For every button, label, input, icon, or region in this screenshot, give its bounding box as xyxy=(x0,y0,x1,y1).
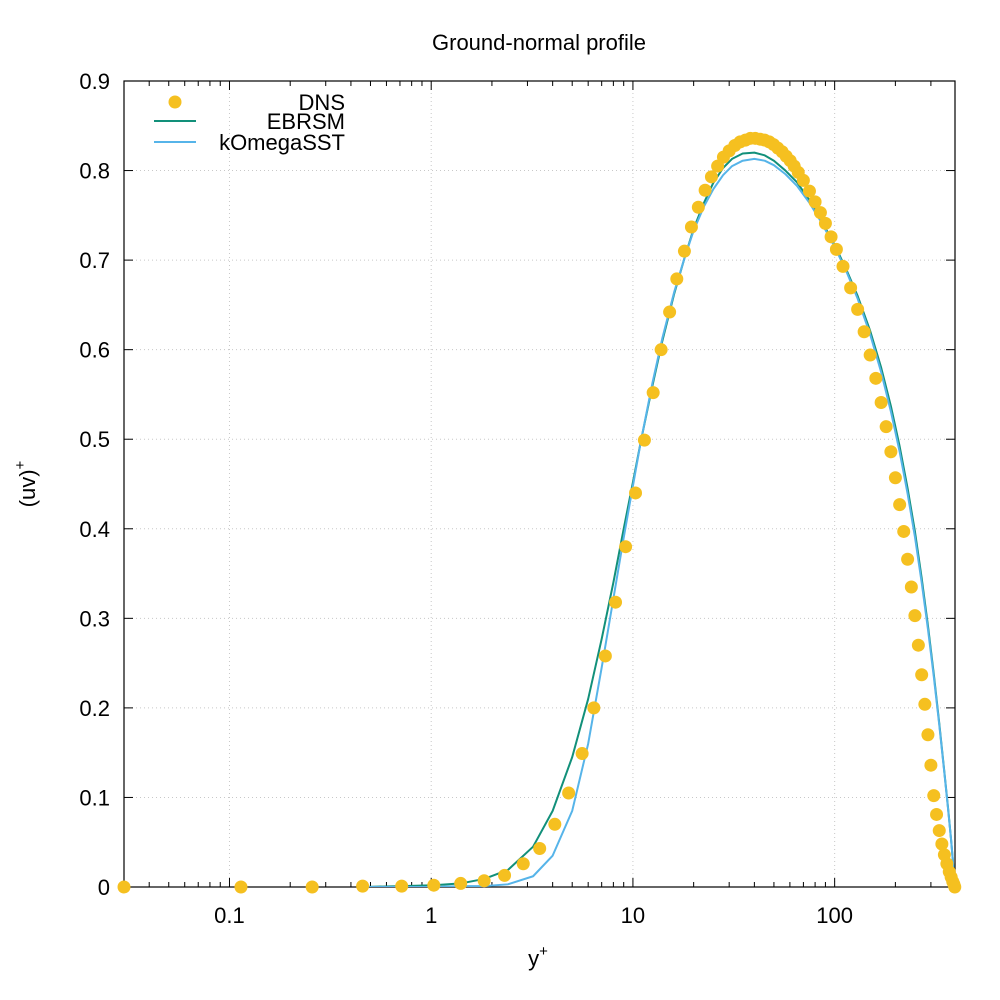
data-point-dns xyxy=(587,701,601,715)
series-line-komegasst xyxy=(362,157,955,887)
data-point-dns xyxy=(930,807,944,821)
x-axis-label-text: y xyxy=(528,946,539,971)
data-point-dns xyxy=(893,498,907,512)
y-axis-label-text: (uv) xyxy=(15,469,40,507)
data-point-dns xyxy=(808,195,822,209)
y-axis-label-superscript: + xyxy=(12,460,29,469)
series-points-dns xyxy=(117,131,962,894)
data-point-dns xyxy=(305,880,319,894)
data-point-dns xyxy=(915,668,929,682)
chart-title: Ground-normal profile xyxy=(432,30,646,55)
y-tick-label: 0.9 xyxy=(79,69,110,94)
data-point-dns xyxy=(356,879,370,893)
data-point-dns xyxy=(654,343,668,357)
data-point-dns xyxy=(884,445,898,459)
data-point-dns xyxy=(927,789,941,803)
data-point-dns xyxy=(454,876,468,890)
data-point-dns xyxy=(684,220,698,234)
data-point-dns xyxy=(818,216,832,230)
y-tick-label: 0 xyxy=(98,875,110,900)
data-point-dns xyxy=(629,486,643,500)
x-tick-label: 100 xyxy=(816,903,853,928)
data-point-dns xyxy=(802,184,816,198)
data-point-dns xyxy=(234,880,248,894)
y-tick-label: 0.4 xyxy=(79,517,110,542)
series-clip-group xyxy=(362,151,955,887)
data-point-dns xyxy=(477,874,491,888)
data-point-dns xyxy=(857,325,871,339)
y-tick-label: 0.3 xyxy=(79,606,110,631)
y-tick-label: 0.6 xyxy=(79,338,110,363)
data-point-dns xyxy=(562,786,576,800)
data-point-dns xyxy=(691,200,705,214)
data-point-dns xyxy=(829,242,843,256)
data-point-dns xyxy=(918,697,932,711)
data-point-dns xyxy=(704,170,718,184)
data-point-dns xyxy=(897,524,911,538)
data-point-dns xyxy=(863,348,877,362)
data-point-dns xyxy=(575,747,589,761)
data-point-dns xyxy=(663,305,677,319)
y-tick-label: 0.2 xyxy=(79,696,110,721)
data-point-dns xyxy=(813,206,827,220)
legend: DNS EBRSM kOmegaSST xyxy=(154,90,345,155)
data-point-dns xyxy=(924,758,938,772)
data-point-dns xyxy=(836,259,850,273)
data-point-dns xyxy=(677,244,691,258)
data-point-dns xyxy=(609,595,623,609)
y-tick-label: 0.5 xyxy=(79,427,110,452)
data-point-dns xyxy=(516,857,530,871)
x-tick-label: 0.1 xyxy=(214,903,245,928)
data-point-dns xyxy=(901,552,915,566)
data-point-dns xyxy=(869,371,883,385)
y-tick-label: 0.8 xyxy=(79,159,110,184)
data-point-dns xyxy=(796,173,810,187)
data-point-dns xyxy=(698,183,712,197)
data-point-dns xyxy=(498,868,512,882)
data-point-dns xyxy=(874,396,888,409)
grid xyxy=(124,81,955,887)
data-point-dns xyxy=(879,420,893,434)
data-point-dns xyxy=(911,638,925,652)
data-point-dns xyxy=(427,878,441,892)
x-tick-label: 10 xyxy=(621,903,645,928)
data-point-dns xyxy=(844,281,858,295)
data-point-dns xyxy=(670,272,684,286)
x-axis-label: y+ xyxy=(528,943,548,971)
x-axis-label-superscript: + xyxy=(539,943,548,960)
legend-ebrsm-label: EBRSM xyxy=(267,109,345,134)
tick-labels: 0 0.1 0.2 0.3 0.4 0.5 0.6 0.7 0.8 0.9 0.1 1 10 100 xyxy=(79,69,853,928)
data-point-dns xyxy=(932,824,946,838)
data-point-dns xyxy=(117,880,131,894)
data-point-dns xyxy=(637,433,651,447)
data-point-dns xyxy=(619,540,633,554)
y-tick-label: 0.7 xyxy=(79,248,110,273)
x-tick-label: 1 xyxy=(425,903,437,928)
data-point-dns xyxy=(548,817,562,831)
data-point-dns xyxy=(908,609,922,623)
plot-frame xyxy=(123,80,956,888)
data-point-dns xyxy=(598,649,612,663)
legend-komegasst-label: kOmegaSST xyxy=(219,130,345,155)
data-point-dns xyxy=(646,386,660,400)
data-point-dns xyxy=(904,580,918,594)
legend-dns-label: DNS xyxy=(299,90,345,115)
data-point-dns xyxy=(533,841,547,855)
data-point-dns xyxy=(824,230,838,244)
data-point-dns xyxy=(935,837,949,851)
data-point-dns xyxy=(888,471,902,485)
data-point-dns xyxy=(395,879,409,893)
y-axis-label: (uv)+ xyxy=(12,460,40,507)
y-tick-label: 0.1 xyxy=(79,785,110,810)
axis-ticks xyxy=(123,80,955,888)
data-point-dns xyxy=(851,302,865,316)
series-layer xyxy=(117,131,962,894)
data-point-dns xyxy=(948,880,962,894)
legend-dns-marker xyxy=(168,95,182,109)
data-point-dns xyxy=(921,728,935,742)
